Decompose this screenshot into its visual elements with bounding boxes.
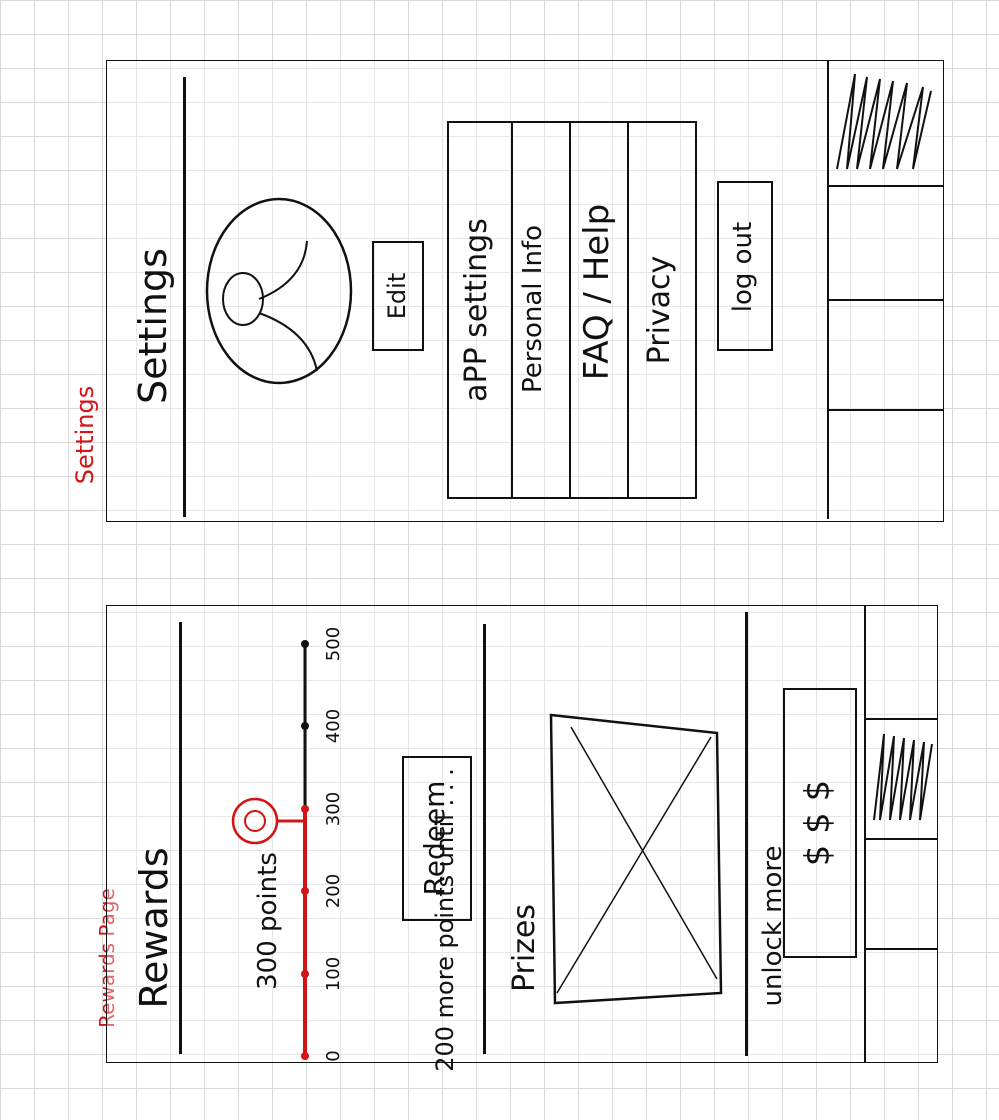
prizes-label: Prizes [507, 903, 542, 993]
progress-tick-dot [301, 1052, 309, 1060]
scribble-icon [873, 733, 933, 821]
rewards-title: Rewards [132, 847, 176, 1009]
logout-label: log out [728, 221, 758, 313]
nav-tab-4[interactable] [829, 409, 943, 517]
menu-item-label: Personal Info [518, 225, 548, 393]
menu-item-label: Privacy [642, 255, 677, 365]
settings-screen: Settings Edit aPP settings Personal Info… [106, 60, 944, 522]
nav-tab-1[interactable] [866, 606, 937, 720]
settings-menu: aPP settings Personal Info FAQ / Help Pr… [447, 121, 697, 499]
nav-tab-3[interactable] [829, 299, 943, 411]
nav-tab-4[interactable] [866, 948, 937, 1060]
menu-item-faq-help[interactable]: FAQ / Help [569, 123, 629, 497]
section-divider [483, 624, 486, 1054]
edit-label: Edit [383, 272, 411, 320]
rewards-screen: Rewards 300 points 0 100 200 300 400 500 200 … [106, 605, 939, 1072]
settings-page-label: Settings [71, 385, 99, 485]
unlock-purchase-label: $ $ $ [798, 779, 838, 867]
progress-tick-dot [301, 640, 309, 648]
header-divider [183, 77, 186, 517]
progress-tick-label: 500 [323, 626, 344, 662]
settings-title: Settings [131, 248, 175, 404]
logout-button[interactable]: log out [717, 181, 773, 351]
nav-tab-home[interactable] [829, 61, 943, 187]
progress-marker-icon[interactable] [225, 786, 307, 856]
redeem-button[interactable]: Redeem [402, 756, 472, 921]
nav-tab-3[interactable] [866, 838, 937, 950]
scribble-icon [836, 73, 932, 170]
prize-image-placeholder-icon[interactable] [547, 711, 727, 1011]
avatar[interactable] [199, 197, 379, 391]
header-divider [179, 622, 182, 1054]
menu-item-personal-info[interactable]: Personal Info [511, 123, 571, 497]
redeem-label: Redeem [418, 780, 451, 896]
progress-tick-label: 0 [323, 1050, 344, 1062]
progress-tick-dot [301, 969, 309, 978]
progress-tick-dot [301, 722, 309, 731]
progress-tick-label: 200 [323, 874, 344, 909]
progress-tick-dot [301, 887, 309, 896]
unlock-purchase-button[interactable]: $ $ $ [783, 688, 857, 958]
points-progress-bar [303, 644, 307, 1056]
progress-tick-label: 400 [323, 709, 344, 744]
bottom-nav-bar [827, 61, 945, 519]
progress-tick-label: 300 [323, 791, 344, 826]
section-divider [745, 612, 748, 1056]
bottom-nav-bar [864, 606, 939, 1062]
menu-item-label: aPP settings [459, 218, 494, 402]
menu-item-label: FAQ / Help [577, 203, 617, 381]
progress-tick-dot [301, 804, 309, 813]
nav-tab-rewards[interactable] [866, 718, 937, 840]
menu-item-privacy[interactable]: Privacy [627, 123, 695, 497]
edit-button[interactable]: Edit [372, 241, 424, 351]
nav-tab-2[interactable] [829, 185, 943, 301]
progress-tick-label: 100 [323, 956, 344, 991]
avatar-head-icon [222, 272, 264, 326]
menu-item-app-settings[interactable]: aPP settings [449, 123, 513, 497]
